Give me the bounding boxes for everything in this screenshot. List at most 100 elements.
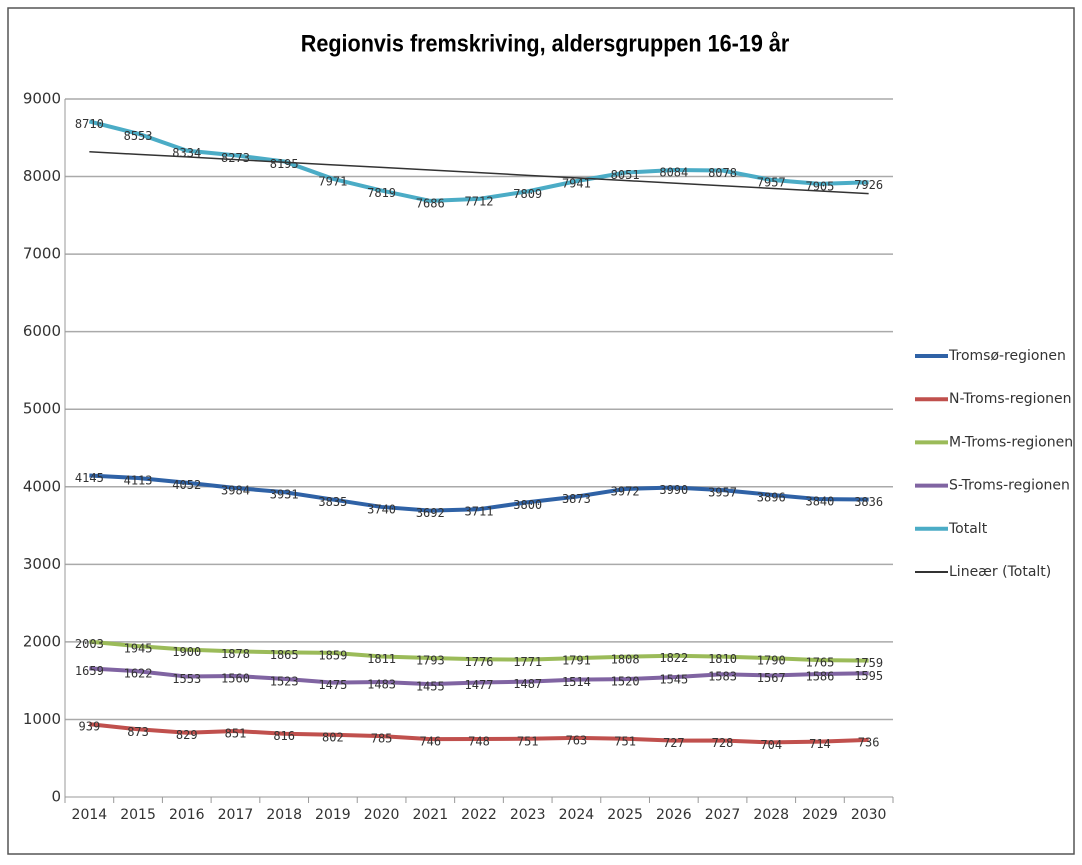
x-tick-label: 2023 [510,807,546,823]
data-label: 748 [468,734,490,748]
data-label: 1865 [270,648,299,662]
series-line [88,119,869,203]
data-label: 8553 [124,129,153,143]
data-label: 1810 [708,652,737,666]
data-label: 1659 [75,664,104,678]
data-label: 1514 [562,675,591,689]
data-label: 704 [760,738,782,752]
data-label: 736 [858,735,880,749]
data-label: 1811 [367,652,396,666]
data-label: 1759 [854,656,883,670]
legend-label: Lineær (Totalt) [949,564,1051,580]
data-label: 746 [419,735,441,749]
legend-label: S-Troms-regionen [949,478,1070,494]
data-label: 3931 [270,488,299,502]
data-label: 3836 [854,495,883,509]
series-line [89,722,869,745]
data-label: 1808 [611,652,640,666]
x-tick-label: 2017 [218,807,254,823]
x-tick-label: 2014 [72,807,108,823]
data-label: 3984 [221,484,250,498]
data-label: 4113 [124,474,153,488]
data-label: 8273 [221,151,250,165]
x-tick-label: 2015 [120,807,156,823]
data-label: 1878 [221,647,250,661]
data-label: 1586 [805,669,834,683]
legend-label: N-Troms-regionen [949,391,1072,407]
data-label: 1595 [854,669,883,683]
data-label: 8078 [708,166,737,180]
data-label: 3990 [659,483,688,497]
legend-label: Tromsø-regionen [948,348,1066,364]
data-label: 7941 [562,177,591,191]
x-tick-label: 2019 [315,807,351,823]
x-tick-label: 2027 [705,807,741,823]
data-label: 1790 [757,654,786,668]
y-tick-label: 0 [51,788,61,806]
data-label: 3711 [465,505,494,519]
data-label: 1475 [318,678,347,692]
y-tick-label: 7000 [23,245,61,263]
data-label: 1771 [513,655,542,669]
data-label: 1483 [367,677,396,691]
x-tick-label: 2018 [266,807,302,823]
data-label: 1945 [124,642,153,656]
data-label: 751 [517,734,539,748]
data-label: 1567 [757,671,786,685]
y-tick-label: 4000 [23,477,61,495]
data-label: 1765 [805,656,834,670]
data-label: 8084 [659,166,688,180]
data-label: 1553 [172,672,201,686]
data-label: 873 [127,725,149,739]
data-label: 3740 [367,502,396,516]
data-label: 1776 [465,655,494,669]
data-label: 1487 [513,677,542,691]
chart-title: Regionvis fremskriving, aldersgruppen 16… [301,29,790,56]
data-label: 7971 [318,174,347,188]
data-label: 3800 [513,498,542,512]
data-label: 7926 [854,178,883,192]
trend-line [89,150,869,195]
data-label: 829 [176,728,198,742]
data-label: 1455 [416,680,445,694]
data-label: 1859 [318,648,347,662]
data-label: 8710 [75,117,104,131]
x-tick-label: 2016 [169,807,205,823]
x-tick-label: 2020 [364,807,400,823]
x-tick-label: 2028 [753,807,789,823]
data-label: 3972 [611,484,640,498]
data-label: 1520 [611,675,640,689]
data-label: 3835 [318,495,347,509]
data-label: 1583 [708,670,737,684]
data-label: 816 [273,729,295,743]
y-tick-label: 6000 [23,322,61,340]
x-tick-label: 2030 [851,807,887,823]
x-tick-label: 2029 [802,807,838,823]
data-label: 2003 [75,637,104,651]
series-line [89,666,869,687]
y-tick-label: 5000 [23,400,61,418]
data-label: 1545 [659,673,688,687]
data-label: 7686 [416,196,445,210]
legend-label: M-Troms-regionen [949,434,1073,450]
data-label: 4052 [172,478,201,492]
y-tick-label: 1000 [23,710,61,728]
data-label: 728 [712,736,734,750]
y-tick-label: 2000 [23,632,61,650]
data-label: 7809 [513,187,542,201]
data-label: 3957 [708,486,737,500]
data-label: 3873 [562,492,591,506]
data-label: 714 [809,737,831,751]
data-label: 763 [566,733,588,747]
data-label: 727 [663,736,685,750]
data-label: 785 [371,732,393,746]
series-line [89,473,869,513]
data-label: 939 [79,720,101,734]
data-label: 802 [322,730,344,744]
y-tick-label: 3000 [23,555,61,573]
x-tick-label: 2025 [607,807,643,823]
chart-border [7,7,1075,855]
data-label: 3692 [416,506,445,520]
data-label: 1477 [465,678,494,692]
